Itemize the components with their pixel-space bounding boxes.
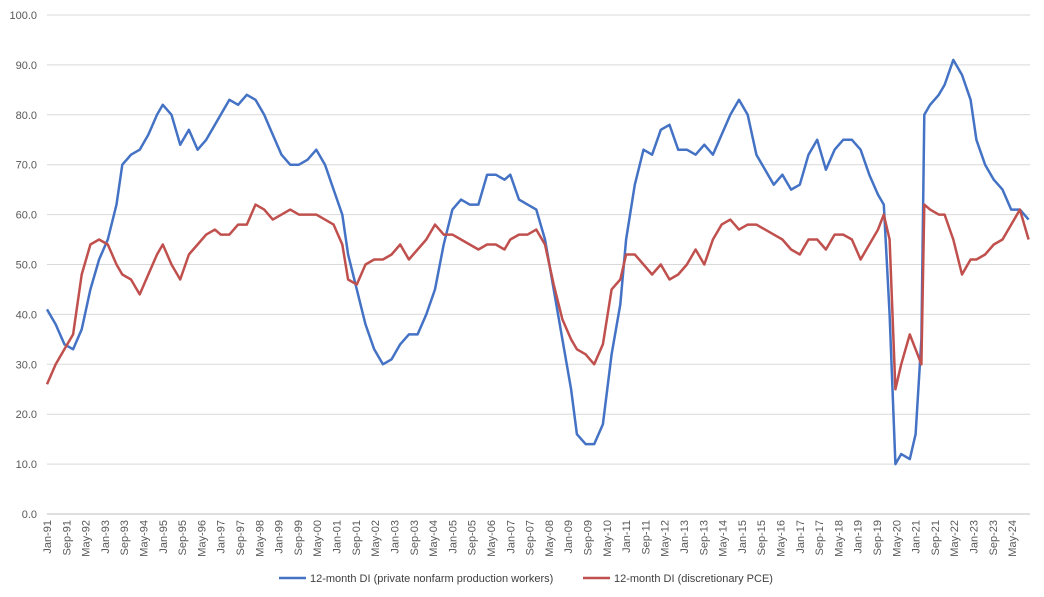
x-tick-label: Jan-13 [679,520,691,554]
y-tick-label: 40.0 [16,309,37,321]
y-tick-label: 60.0 [16,210,37,222]
x-tick-label: May-10 [602,520,614,557]
x-tick-label: Jan-93 [100,520,112,554]
y-tick-label: 100.0 [9,10,37,22]
y-tick-label: 70.0 [16,160,37,172]
series-line-production-workers [45,58,1030,466]
x-tick-label: May-08 [544,520,556,557]
x-tick-label: Sep-13 [698,520,710,555]
x-tick-label: Jan-91 [42,520,54,554]
x-tick-label: May-22 [949,520,961,557]
x-tick-label: Jan-01 [332,520,344,554]
x-tick-label: May-18 [833,520,845,557]
x-tick-label: Sep-93 [119,520,131,555]
y-tick-label: 20.0 [16,409,37,421]
x-tick-label: May-02 [370,520,382,557]
x-tick-label: May-24 [1007,520,1019,557]
x-tick-label: Jan-97 [216,520,228,554]
x-tick-label: Sep-97 [235,520,247,555]
x-tick-label: Jan-11 [621,520,633,553]
x-tick-label: May-98 [254,520,266,557]
x-tick-label: Jan-19 [853,520,865,554]
x-tick-label: Jan-17 [795,520,807,554]
y-tick-label: 50.0 [16,260,37,272]
x-tick-label: Sep-99 [293,520,305,555]
gridlines [47,14,1030,515]
legend-label: 12-month DI (discretionary PCE) [614,573,773,585]
x-tick-label: May-94 [139,520,151,557]
x-tick-label: Sep-03 [409,520,421,555]
x-tick-label: Jan-07 [505,520,517,554]
x-tick-label: Sep-07 [525,520,537,555]
x-tick-label: Sep-01 [351,520,363,555]
y-tick-label: 90.0 [16,60,37,72]
x-tick-label: May-00 [312,520,324,557]
x-tick-label: Jan-99 [274,520,286,554]
x-tick-label: Jan-15 [737,520,749,554]
x-tick-label: May-20 [891,520,903,557]
x-tick-label: Jan-95 [158,520,170,554]
x-tick-label: Jan-23 [969,520,981,554]
x-tick-label: May-96 [196,520,208,557]
x-tick-label: Sep-11 [640,520,652,555]
x-tick-label: Jan-21 [911,520,923,554]
x-tick-label: May-16 [776,520,788,557]
x-tick-label: Sep-05 [467,520,479,555]
x-tick-label: Jan-05 [447,520,459,554]
legend: 12-month DI (private nonfarm production … [279,573,773,585]
x-tick-label: Sep-17 [814,520,826,555]
x-tick-label: Jan-03 [389,520,401,554]
x-tick-label: Sep-09 [582,520,594,555]
x-tick-label: Sep-19 [872,520,884,555]
legend-label: 12-month DI (private nonfarm production … [310,573,553,585]
y-tick-label: 30.0 [16,359,37,371]
x-tick-label: Jan-09 [563,520,575,554]
x-axis-tick-labels: Jan-91 Sep-91 May-92 Jan-93 Sep-93 May-94 Jan-… [42,520,1019,557]
x-tick-label: May-04 [428,520,440,557]
series-layer [45,58,1030,466]
x-tick-label: Sep-23 [988,520,1000,555]
y-tick-label: 80.0 [16,110,37,122]
y-tick-label: 10.0 [16,459,37,471]
x-tick-label: Sep-15 [756,520,768,555]
series-line-discretionary-pce [45,203,1030,391]
x-tick-label: May-92 [81,520,93,557]
y-axis-tick-labels: 0.0 10.0 20.0 30.0 40.0 50.0 60.0 70.0 80.0 90.0 1… [9,10,37,521]
x-tick-label: May-14 [718,520,730,557]
x-tick-label: Sep-21 [930,520,942,555]
x-tick-label: May-12 [660,520,672,557]
x-tick-label: Sep-95 [177,520,189,555]
x-tick-label: Sep-91 [61,520,73,555]
x-tick-label: May-06 [486,520,498,557]
y-tick-label: 0.0 [22,509,37,521]
